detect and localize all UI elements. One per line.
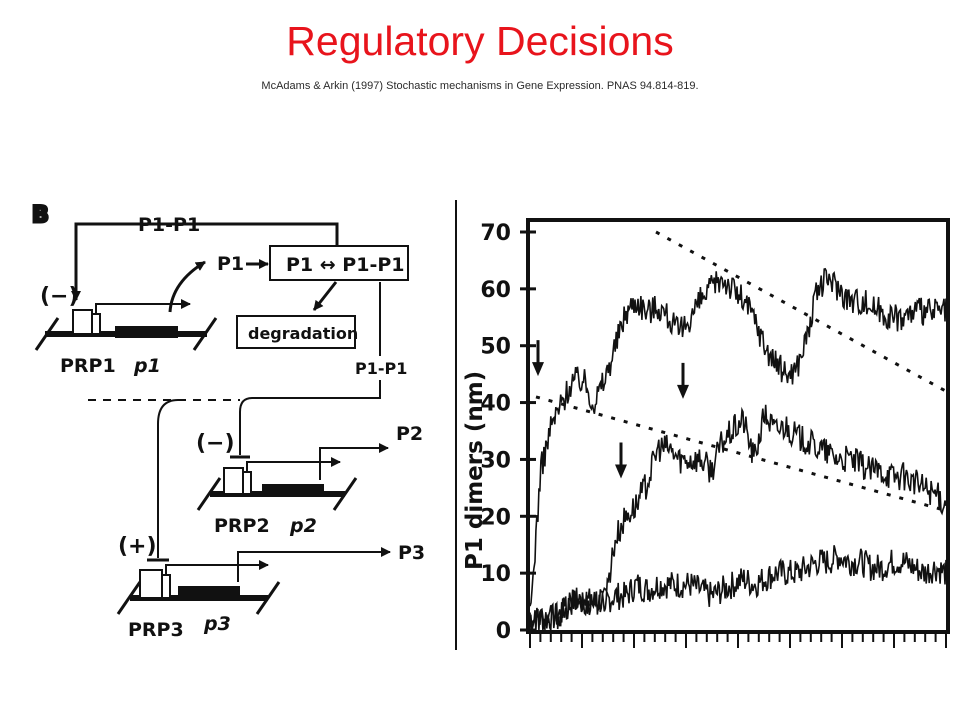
gene-label-3: p3	[203, 613, 231, 635]
degradation-box	[236, 315, 356, 349]
y-tick-label-0: 0	[496, 619, 511, 644]
dna-break-2a	[196, 477, 222, 511]
translation-arrow-3	[237, 547, 391, 582]
event-arrow-head-0	[532, 362, 544, 377]
panel-label: B	[32, 203, 49, 228]
repression-line-2	[239, 380, 381, 455]
chart-arrows	[532, 340, 689, 479]
trace-2	[529, 267, 947, 607]
dimer-chart: 0 10 20 30 40 50 60 70 P1 dimers (nm)	[455, 200, 950, 650]
y-tick-label-1: 10	[480, 562, 511, 587]
dna-break-2b	[332, 477, 358, 511]
y-axis-label: P1 dimers (nm)	[462, 371, 488, 570]
operator-box-3	[161, 574, 171, 599]
citation: McAdams & Arkin (1997) Stochastic mechan…	[261, 80, 699, 92]
y-tick-label-2: 20	[480, 505, 511, 530]
dimer-mid-label: P1-P1	[355, 359, 407, 378]
repression-sign-1: (−)	[40, 284, 79, 309]
trace-0	[529, 545, 947, 631]
transcription-arrow-2	[246, 457, 341, 472]
gene-block-3	[178, 586, 240, 600]
promoter-box-3	[139, 569, 163, 599]
event-arrow-head-2	[615, 464, 627, 479]
chart-traces	[529, 267, 947, 632]
gene-label-2: p2	[289, 515, 317, 537]
promoter-label-1: PRP1	[60, 355, 116, 377]
transcription-arrow-1	[95, 299, 191, 314]
y-tick-label-3: 30	[480, 448, 511, 473]
dashed-line-1	[535, 395, 947, 513]
dashed-line-0	[655, 230, 947, 393]
chart-dashes	[535, 230, 947, 513]
y-tick-label-4: 40	[480, 392, 511, 417]
promoter-box-2	[223, 467, 244, 495]
dimer-top-label: P1-P1	[138, 214, 200, 236]
operator-box-1	[91, 313, 101, 335]
translation-arrow-2	[319, 443, 389, 480]
regulatory-diagram: B P1-P1 (−) PRP1 p1 P1 P1 ↔ P1-P1 degrad…	[31, 202, 426, 642]
feedback-loop-arrow	[71, 222, 339, 301]
translation-arrow-1	[168, 260, 206, 313]
activation-sign-3: (+)	[118, 534, 157, 559]
gene-label-1: p1	[133, 355, 161, 377]
equilibrium-box	[269, 245, 409, 281]
y-tick-label-5: 50	[480, 335, 511, 360]
out-label-2: P2	[396, 423, 423, 445]
degradation-arrow	[312, 281, 338, 311]
equilibrium-label: P1 ↔ P1-P1	[286, 254, 404, 276]
event-arrow-head-1	[677, 384, 689, 399]
dna-break-3b	[255, 581, 281, 615]
transcription-arrow-3	[165, 560, 269, 575]
promoter-box-1	[72, 309, 93, 335]
promoter-label-2: PRP2	[214, 515, 270, 537]
chart-ticks: 0 10 20 30 40 50 60 70	[480, 221, 947, 648]
dna-break-3a	[116, 581, 142, 615]
trace-1	[529, 404, 947, 632]
activation-line-3	[157, 399, 179, 558]
y-tick-label-7: 70	[480, 221, 511, 246]
y-tick-label-6: 60	[480, 278, 511, 303]
degradation-label: degradation	[248, 324, 358, 343]
operator-box-2	[242, 471, 252, 495]
promoter-label-3: PRP3	[128, 619, 184, 641]
gene-block-2	[262, 484, 324, 496]
p1-label: P1	[217, 253, 244, 275]
dna-break-1a	[34, 317, 60, 351]
repression-sign-2: (−)	[196, 431, 235, 456]
slide-title: Regulatory Decisions	[286, 18, 674, 64]
dna-break-1b	[192, 317, 218, 351]
out-label-3: P3	[398, 542, 425, 564]
gene-block-1	[115, 326, 178, 338]
